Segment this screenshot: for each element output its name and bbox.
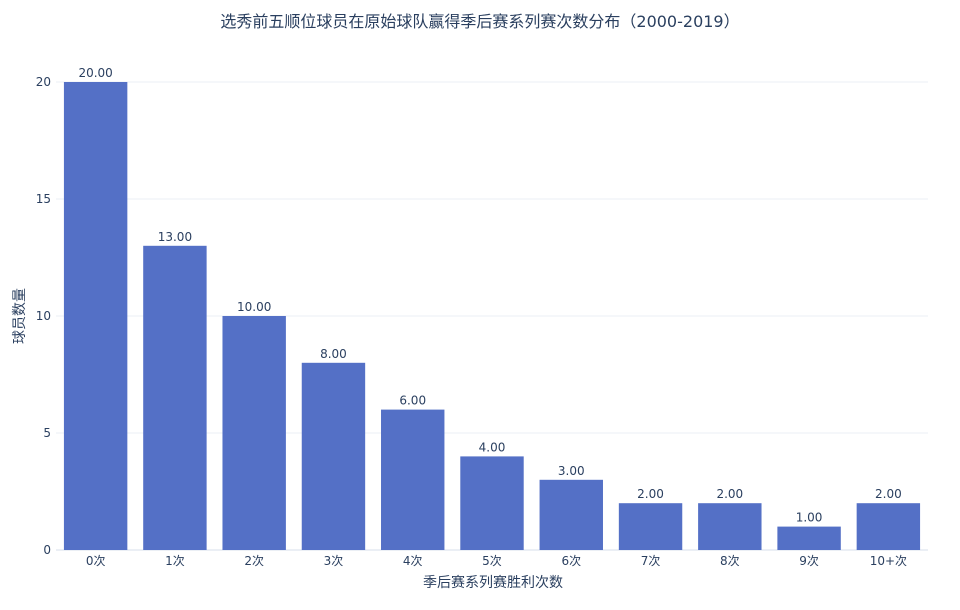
- bar-value-label: 3.00: [558, 464, 585, 478]
- x-tick-label: 9次: [799, 554, 819, 568]
- y-axis-title: 球员数量: [12, 288, 28, 344]
- x-tick-label: 10+次: [870, 554, 907, 568]
- x-tick-label: 6次: [561, 554, 581, 568]
- x-tick-label: 3次: [324, 554, 344, 568]
- y-axis-ticks: 0 5 10 15 20: [36, 75, 51, 557]
- bar-value-label: 13.00: [158, 230, 192, 244]
- bar[interactable]: [460, 456, 524, 550]
- chart-title: 选秀前五顺位球员在原始球队赢得季后赛系列赛次数分布（2000-2019）: [220, 12, 739, 31]
- bar-value-label: 6.00: [399, 394, 426, 408]
- bar[interactable]: [301, 362, 366, 550]
- x-tick-label: 0次: [86, 554, 106, 568]
- x-tick-label: 1次: [165, 554, 185, 568]
- bar[interactable]: [539, 479, 603, 550]
- bar[interactable]: [618, 503, 683, 550]
- bar[interactable]: [222, 316, 286, 550]
- bar-value-label: 1.00: [796, 511, 823, 525]
- bars: [63, 82, 921, 551]
- x-tick-label: 4次: [403, 554, 423, 568]
- bar[interactable]: [698, 503, 762, 550]
- bar[interactable]: [856, 503, 921, 550]
- bar[interactable]: [143, 245, 207, 551]
- x-tick-label: 5次: [482, 554, 502, 568]
- bar-value-label: 4.00: [479, 440, 506, 454]
- x-tick-label: 8次: [720, 554, 740, 568]
- y-tick-label: 0: [43, 543, 51, 557]
- bar[interactable]: [777, 526, 841, 550]
- bar-value-label: 10.00: [237, 300, 271, 314]
- bar[interactable]: [63, 82, 128, 550]
- bar-value-label: 20.00: [78, 66, 112, 80]
- bar-value-label: 2.00: [875, 487, 902, 501]
- x-axis-ticks: 0次 1次 2次 3次 4次 5次 6次 7次 8次 9次 10+次: [86, 554, 907, 568]
- x-axis-title: 季后赛系列赛胜利次数: [423, 575, 563, 591]
- y-tick-label: 20: [36, 75, 51, 89]
- y-tick-label: 10: [36, 309, 51, 323]
- y-tick-label: 5: [43, 426, 51, 440]
- bar[interactable]: [381, 409, 445, 550]
- bar-value-label: 8.00: [320, 347, 347, 361]
- data-labels: 20.00 13.00 10.00 8.00 6.00 4.00 3.00 2.00 2.00 1…: [78, 66, 901, 525]
- bar-value-label: 2.00: [637, 487, 664, 501]
- x-tick-label: 7次: [641, 554, 661, 568]
- y-tick-label: 15: [36, 192, 51, 206]
- bar-value-label: 2.00: [716, 487, 743, 501]
- x-tick-label: 2次: [244, 554, 264, 568]
